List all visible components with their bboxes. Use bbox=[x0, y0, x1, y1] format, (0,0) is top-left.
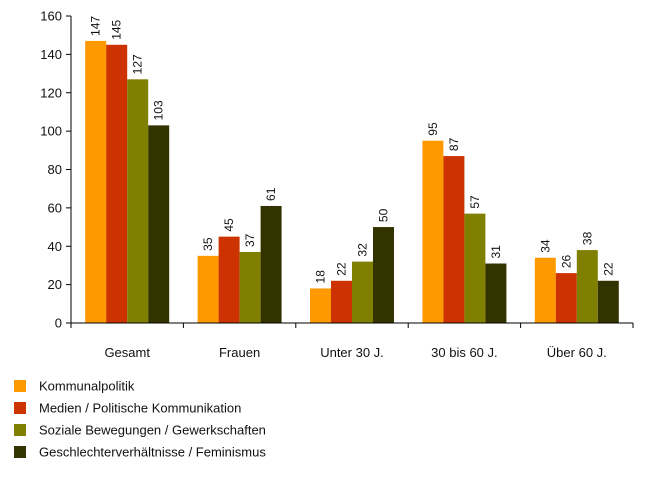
bar-value-label: 145 bbox=[110, 19, 124, 39]
bar-value-label: 31 bbox=[489, 245, 503, 259]
bar-value-label: 147 bbox=[89, 16, 103, 36]
legend: Kommunalpolitik Medien / Politische Kommu… bbox=[14, 379, 266, 460]
bar-value-label: 35 bbox=[201, 237, 215, 251]
legend-label: Kommunalpolitik bbox=[39, 379, 135, 394]
bar-value-label: 57 bbox=[468, 195, 482, 209]
y-tick-label: 140 bbox=[40, 47, 62, 62]
bar-value-label: 50 bbox=[377, 208, 391, 222]
bar-value-label: 26 bbox=[559, 254, 573, 268]
x-category-label: Gesamt bbox=[104, 345, 150, 360]
y-tick-label: 80 bbox=[48, 162, 62, 177]
y-tick-label: 160 bbox=[40, 9, 62, 24]
x-category-label: Unter 30 J. bbox=[320, 345, 384, 360]
bar bbox=[352, 261, 373, 323]
bar bbox=[85, 40, 107, 323]
y-tick-label: 100 bbox=[40, 124, 62, 139]
bar bbox=[310, 288, 331, 323]
legend-swatch bbox=[14, 424, 26, 436]
bar bbox=[576, 250, 598, 323]
bar bbox=[331, 280, 352, 323]
legend-swatch bbox=[14, 380, 26, 392]
bar-value-label: 22 bbox=[335, 262, 349, 276]
x-category-label: 30 bis 60 J. bbox=[431, 345, 498, 360]
bar-value-label: 32 bbox=[356, 243, 370, 257]
bar bbox=[534, 257, 556, 323]
legend-swatch bbox=[14, 446, 26, 458]
bar-value-label: 103 bbox=[152, 100, 166, 120]
bar bbox=[127, 79, 149, 323]
bar-value-label: 38 bbox=[580, 231, 594, 245]
value-labels-layer: 147 145 127 103 35 45 37 61 18 22 32 50 95 87 57 31 34 26… bbox=[89, 16, 616, 284]
bar bbox=[106, 44, 128, 323]
legend-swatch bbox=[14, 402, 26, 414]
x-category-label: Frauen bbox=[219, 345, 260, 360]
x-category-label: Über 60 J. bbox=[547, 345, 607, 360]
bar bbox=[597, 280, 619, 323]
legend-label: Medien / Politische Kommunikation bbox=[39, 401, 241, 416]
bar bbox=[373, 227, 394, 323]
bars-layer bbox=[85, 40, 619, 324]
bar-value-label: 61 bbox=[264, 187, 278, 201]
bar bbox=[239, 252, 261, 323]
bar bbox=[260, 205, 282, 323]
bar bbox=[485, 263, 507, 323]
bar bbox=[197, 255, 219, 323]
bar bbox=[148, 125, 170, 324]
bar-value-label: 22 bbox=[601, 262, 615, 276]
y-tick-label: 120 bbox=[40, 85, 62, 100]
bar-value-label: 87 bbox=[447, 137, 461, 151]
axes-layer: 0 20 40 60 80 100 120 140 160 Gesamt Frauen Unter 3… bbox=[40, 9, 634, 360]
y-tick-label: 60 bbox=[48, 200, 62, 215]
bar-value-label: 18 bbox=[314, 270, 328, 284]
legend-label: Soziale Bewegungen / Gewerkschaften bbox=[39, 423, 266, 438]
y-tick-label: 40 bbox=[48, 239, 62, 254]
bar-value-label: 37 bbox=[243, 233, 257, 247]
bar bbox=[422, 140, 444, 323]
y-tick-label: 20 bbox=[48, 277, 62, 292]
bar-value-label: 95 bbox=[426, 122, 440, 136]
bar bbox=[464, 213, 486, 323]
bar bbox=[218, 236, 240, 323]
bar-value-label: 34 bbox=[538, 239, 552, 253]
bar bbox=[555, 273, 577, 323]
bar bbox=[443, 156, 465, 323]
y-tick-label: 0 bbox=[55, 316, 62, 331]
legend-label: Geschlechterverhältnisse / Feminismus bbox=[39, 445, 266, 460]
bar-value-label: 127 bbox=[131, 54, 145, 74]
bar-value-label: 45 bbox=[222, 218, 236, 232]
